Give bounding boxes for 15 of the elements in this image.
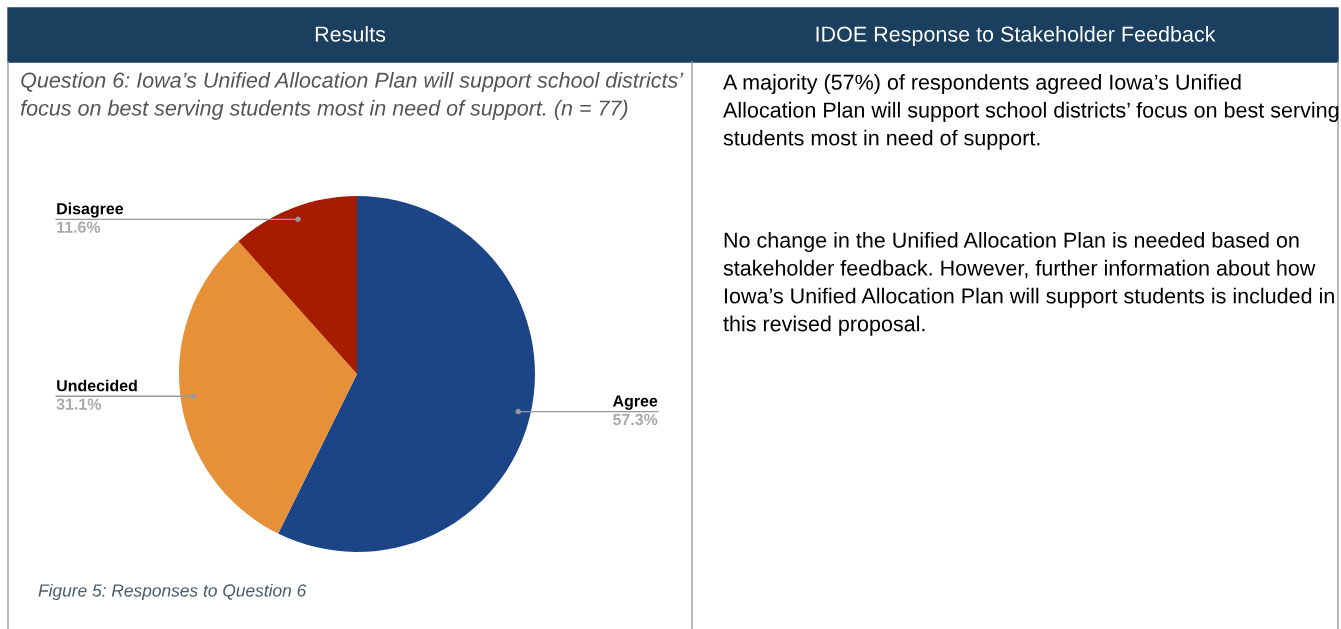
data-label: 31.1%	[56, 398, 102, 410]
pie-slice	[179, 241, 357, 534]
data-label: 11.6%	[57, 221, 101, 233]
chart-title: Question 6: Iowa’s Unified Allocation Plan will support school districts’ focus on best serving students most in need of support. (n = 77)	[20, 72, 684, 120]
pie-slice	[278, 196, 535, 552]
caption: Figure 5: Responses to Question 6	[38, 583, 307, 601]
slice-label: Disagree	[57, 202, 124, 218]
text: No change in the Unified Allocation Plan is needed based on stakeholder feedback. However, further information about how Iowa’s Unified Allocation Plan will support students is included in this revised proposal.	[723, 232, 1334, 336]
pie-slice	[238, 196, 357, 374]
text: A majority (57%) of respondents agreed Iowa’s Unified Allocation Plan will support school districts’ focus on best serving students most in need of support.	[723, 74, 1339, 150]
text: IDOE Response to Stakeholder Feedback	[816, 25, 1216, 47]
slice-label: Agree	[612, 395, 658, 410]
text: Results	[315, 25, 386, 42]
slice-label: Undecided	[57, 379, 137, 392]
data-label: 57.3%	[613, 413, 658, 426]
